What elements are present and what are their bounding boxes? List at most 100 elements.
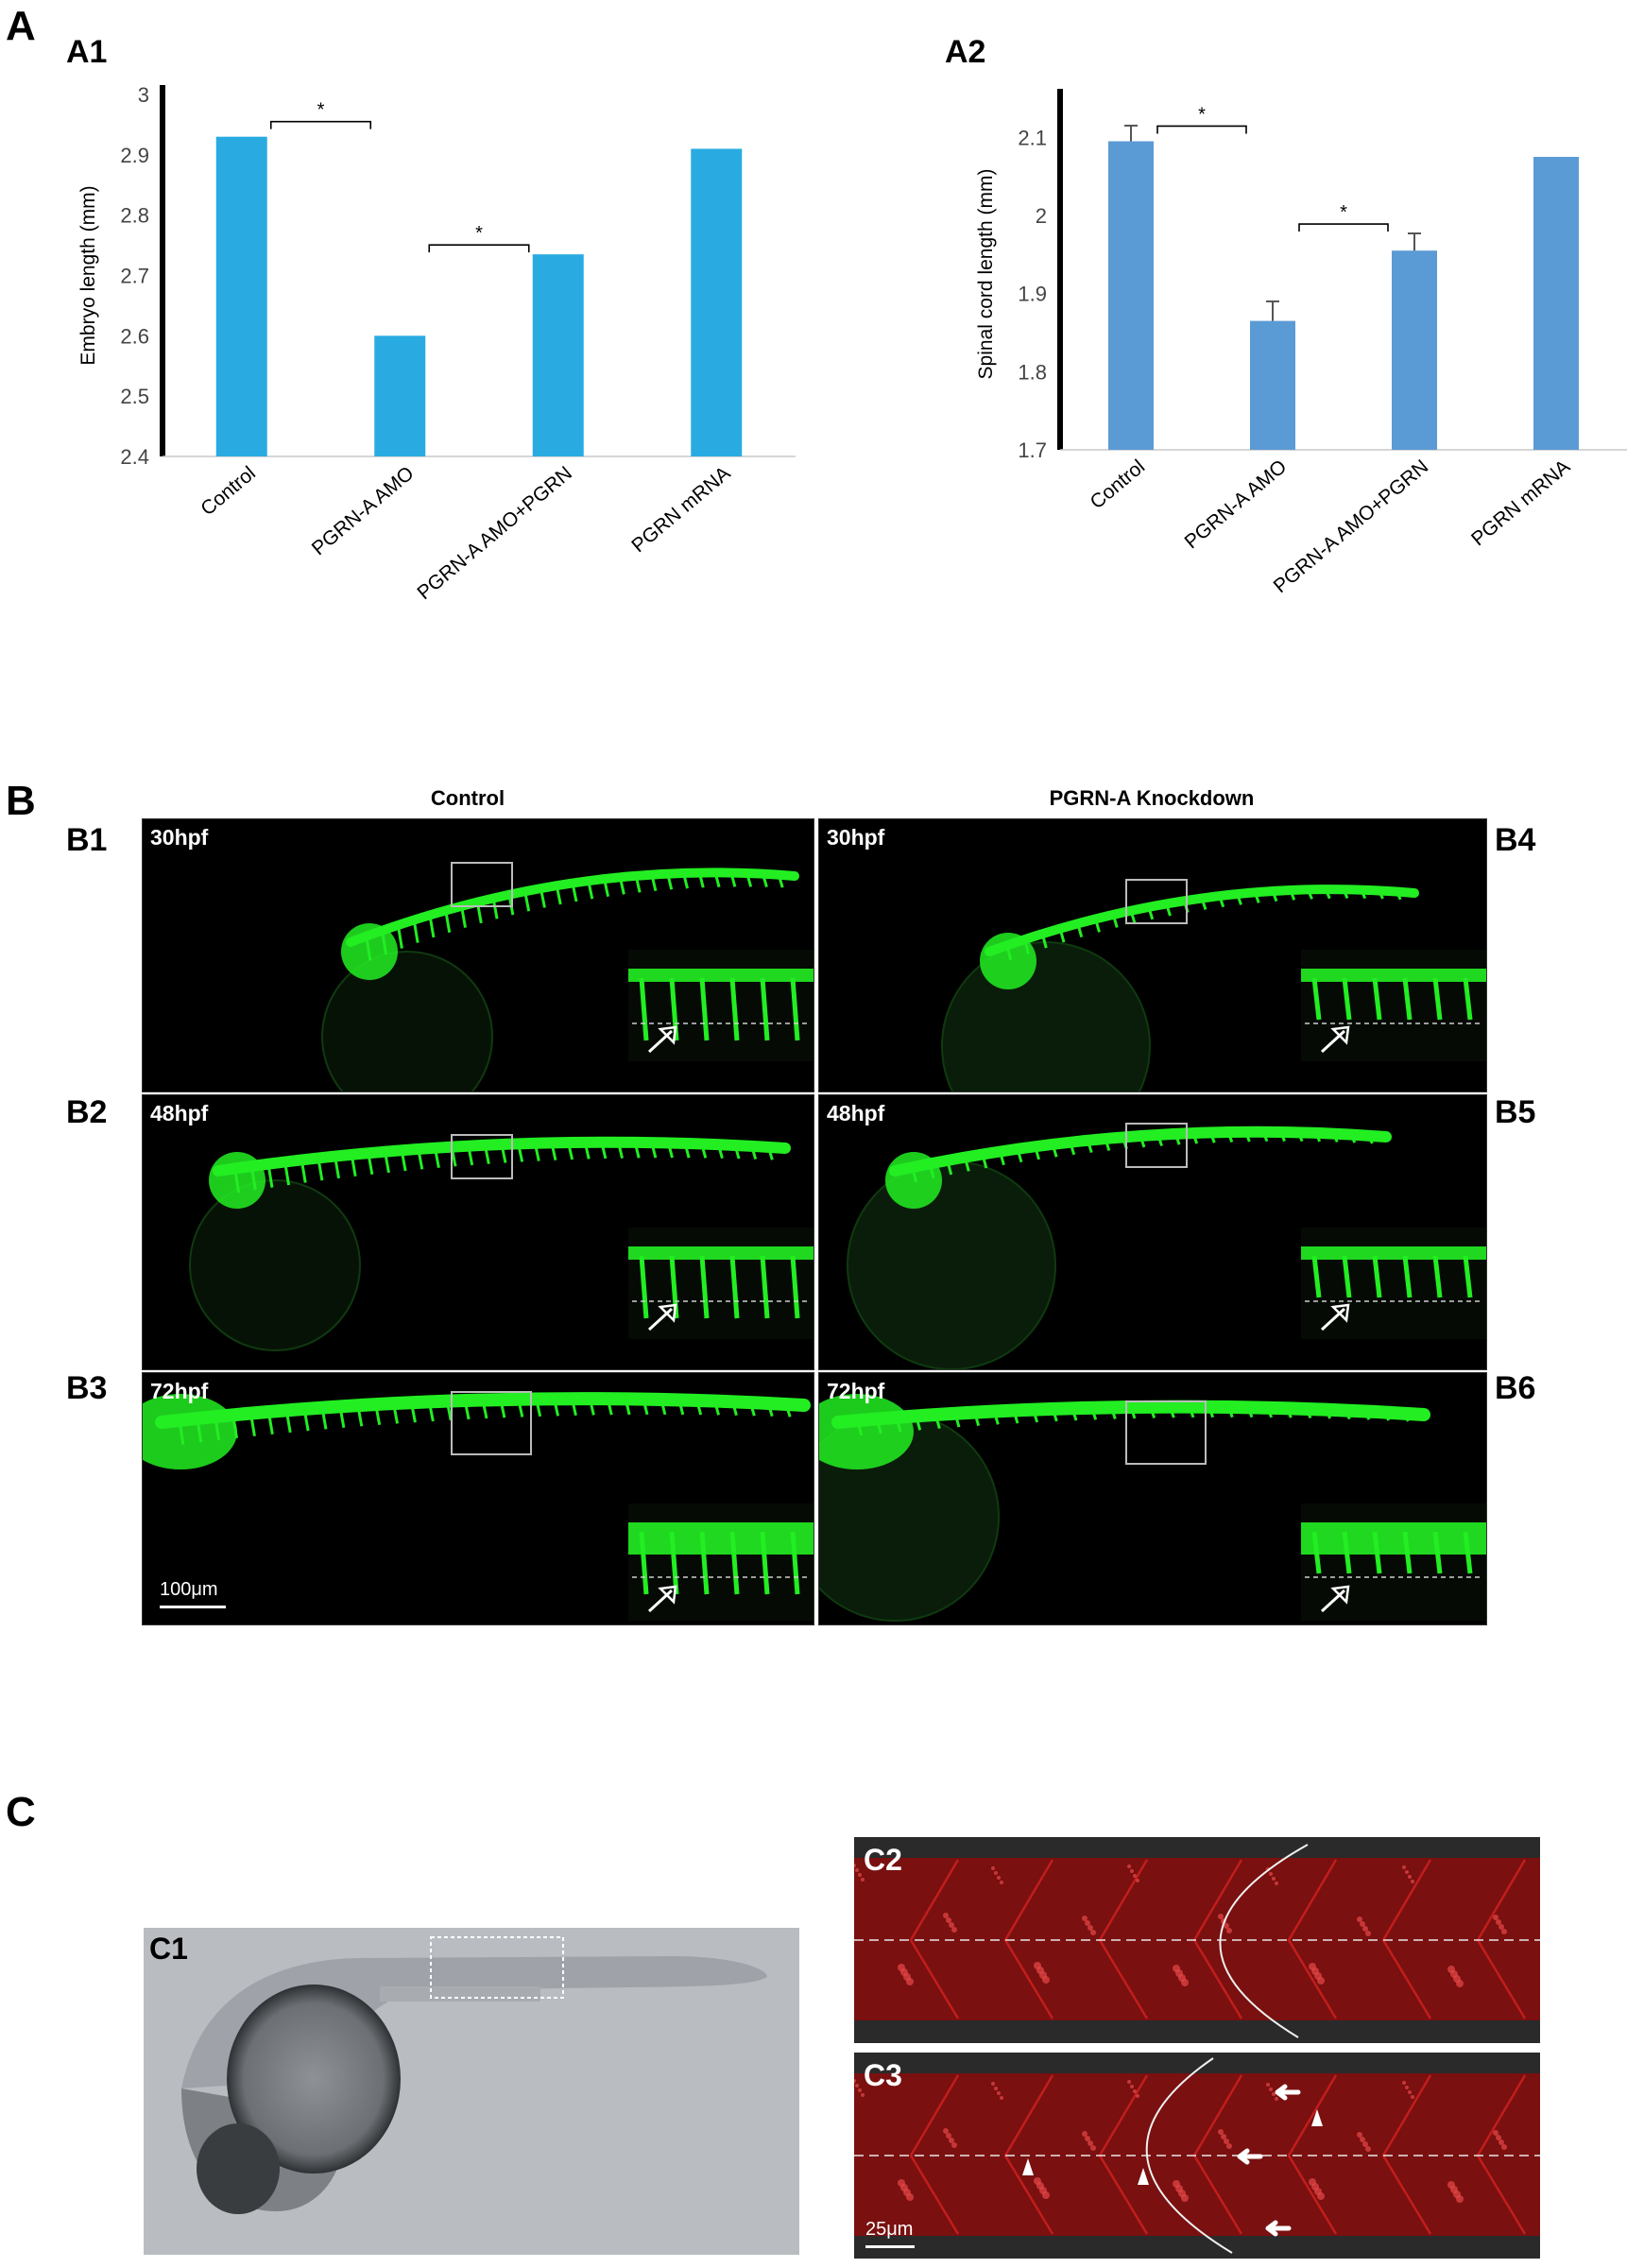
significance-bracket <box>1156 125 1247 134</box>
speckle <box>1360 2137 1365 2142</box>
somite-boundary <box>909 1859 960 2019</box>
significance-star: * <box>1198 104 1206 125</box>
timepoint-label: 72hpf <box>150 1379 209 1403</box>
speckle <box>994 2087 998 2090</box>
motor-axon <box>1058 928 1066 943</box>
motor-axon <box>600 1142 608 1160</box>
motor-axon <box>1271 890 1278 902</box>
motor-axon <box>650 874 658 892</box>
motor-axon <box>539 887 546 908</box>
motor-axon <box>911 1166 918 1183</box>
y-tick-label: 1.7 <box>1018 438 1047 462</box>
motor-axon <box>1070 1407 1078 1421</box>
speckle <box>1082 1916 1087 1921</box>
motor-axon <box>1149 1406 1156 1419</box>
speckle <box>858 1873 862 1877</box>
motor-axon <box>1111 914 1119 928</box>
speckle <box>1501 1929 1507 1934</box>
yolk <box>321 951 493 1091</box>
motor-axon <box>300 1160 307 1183</box>
y-tick-label: 2.5 <box>120 385 149 408</box>
speckle <box>1408 1875 1412 1879</box>
timepoint-label: 48hpf <box>827 1101 885 1125</box>
motor-axon <box>713 871 721 888</box>
motor-axon <box>1226 1131 1234 1143</box>
motor-axon <box>700 1143 708 1159</box>
bottom-edge <box>854 2236 1540 2259</box>
speckle <box>1362 2141 1368 2147</box>
motor-axon <box>533 1143 540 1161</box>
speckle <box>1456 1980 1464 1987</box>
speckle <box>1087 1925 1093 1931</box>
speckle <box>1127 1864 1131 1868</box>
micrograph-knockdown-48hpf: 48hpf <box>818 1094 1487 1370</box>
speckle <box>949 1922 954 1928</box>
speckle <box>1501 2144 1507 2150</box>
motor-axon <box>946 1160 953 1176</box>
bar <box>374 335 426 456</box>
speckle <box>906 1978 914 1985</box>
micrograph-control-72hpf: 72hpf 100μm <box>142 1372 814 1625</box>
motor-axon <box>998 1151 1005 1166</box>
y-tick-label: 3 <box>138 83 149 107</box>
motor-axon <box>553 1398 560 1417</box>
timepoint-label: 30hpf <box>150 825 209 850</box>
speckle <box>1357 2132 1362 2138</box>
motor-axon <box>963 1157 970 1172</box>
inset-axon <box>1402 977 1413 1021</box>
panel-label-b2: B2 <box>66 1094 108 1130</box>
y-tick-label: 2 <box>1036 204 1047 228</box>
motor-axon <box>1034 1145 1041 1160</box>
motor-axon <box>1005 944 1013 961</box>
motor-axon <box>231 1415 239 1439</box>
y-tick-label: 2.6 <box>120 324 149 348</box>
somite-boundary <box>1287 2074 1338 2235</box>
motor-axon <box>1208 1131 1216 1143</box>
motor-axon <box>1244 1131 1251 1143</box>
motor-axon <box>729 872 737 887</box>
speckle <box>861 2093 865 2097</box>
speckle <box>1317 2192 1325 2200</box>
speckle <box>991 1866 995 1870</box>
yolk <box>847 1160 1056 1369</box>
speckle <box>1133 2089 1137 2093</box>
arrow <box>1237 2148 1263 2165</box>
scalebar <box>865 2245 915 2248</box>
motor-axon <box>1378 889 1384 900</box>
y-tick-label: 2.9 <box>120 144 149 167</box>
arrow-head <box>658 1025 677 1045</box>
speckle <box>1136 2094 1139 2098</box>
speckle <box>1360 1921 1365 1927</box>
motor-axon <box>334 1156 341 1179</box>
inset-cord <box>1301 969 1486 982</box>
speckle <box>1493 2130 1498 2136</box>
motor-axon <box>1218 895 1225 908</box>
motor-axon <box>1246 1406 1254 1418</box>
micrograph-knockdown-72hpf: 72hpf <box>818 1372 1487 1625</box>
inset-axon <box>729 1255 740 1319</box>
category-label: PGRN-A AMO+PGRN <box>1270 455 1433 597</box>
speckle <box>1133 1874 1137 1878</box>
motor-axon <box>1395 890 1402 901</box>
motor-axon <box>606 1398 613 1416</box>
timepoint-label: 48hpf <box>150 1101 209 1125</box>
motor-axon <box>444 910 452 933</box>
motor-axon <box>1016 1148 1023 1163</box>
inset-axon <box>760 977 770 1041</box>
motor-axon <box>570 1398 577 1417</box>
speckle <box>1130 1869 1134 1873</box>
speckle <box>1218 2129 1224 2135</box>
motor-axon <box>634 875 642 893</box>
inset-cord <box>1301 1246 1486 1260</box>
category-label: PGRN-A AMO+PGRN <box>413 462 576 604</box>
inset-axon <box>699 977 710 1041</box>
chart-spinal-cord-length: 1.7 1.8 1.9 2 2.1 Spinal cord length (mm) Cont… <box>975 89 1627 597</box>
inset-axon <box>729 1531 740 1595</box>
speckle <box>997 1876 1001 1880</box>
motor-axon <box>667 1143 674 1159</box>
motor-axon <box>233 1168 241 1194</box>
chart-embryo-length: 2.4 2.5 2.6 2.7 2.8 2.9 3 Embryo length (mm) Con… <box>77 83 796 604</box>
bar <box>215 136 267 456</box>
motor-axon <box>196 1418 203 1443</box>
micrograph-control-48hpf: 48hpf <box>142 1094 814 1370</box>
